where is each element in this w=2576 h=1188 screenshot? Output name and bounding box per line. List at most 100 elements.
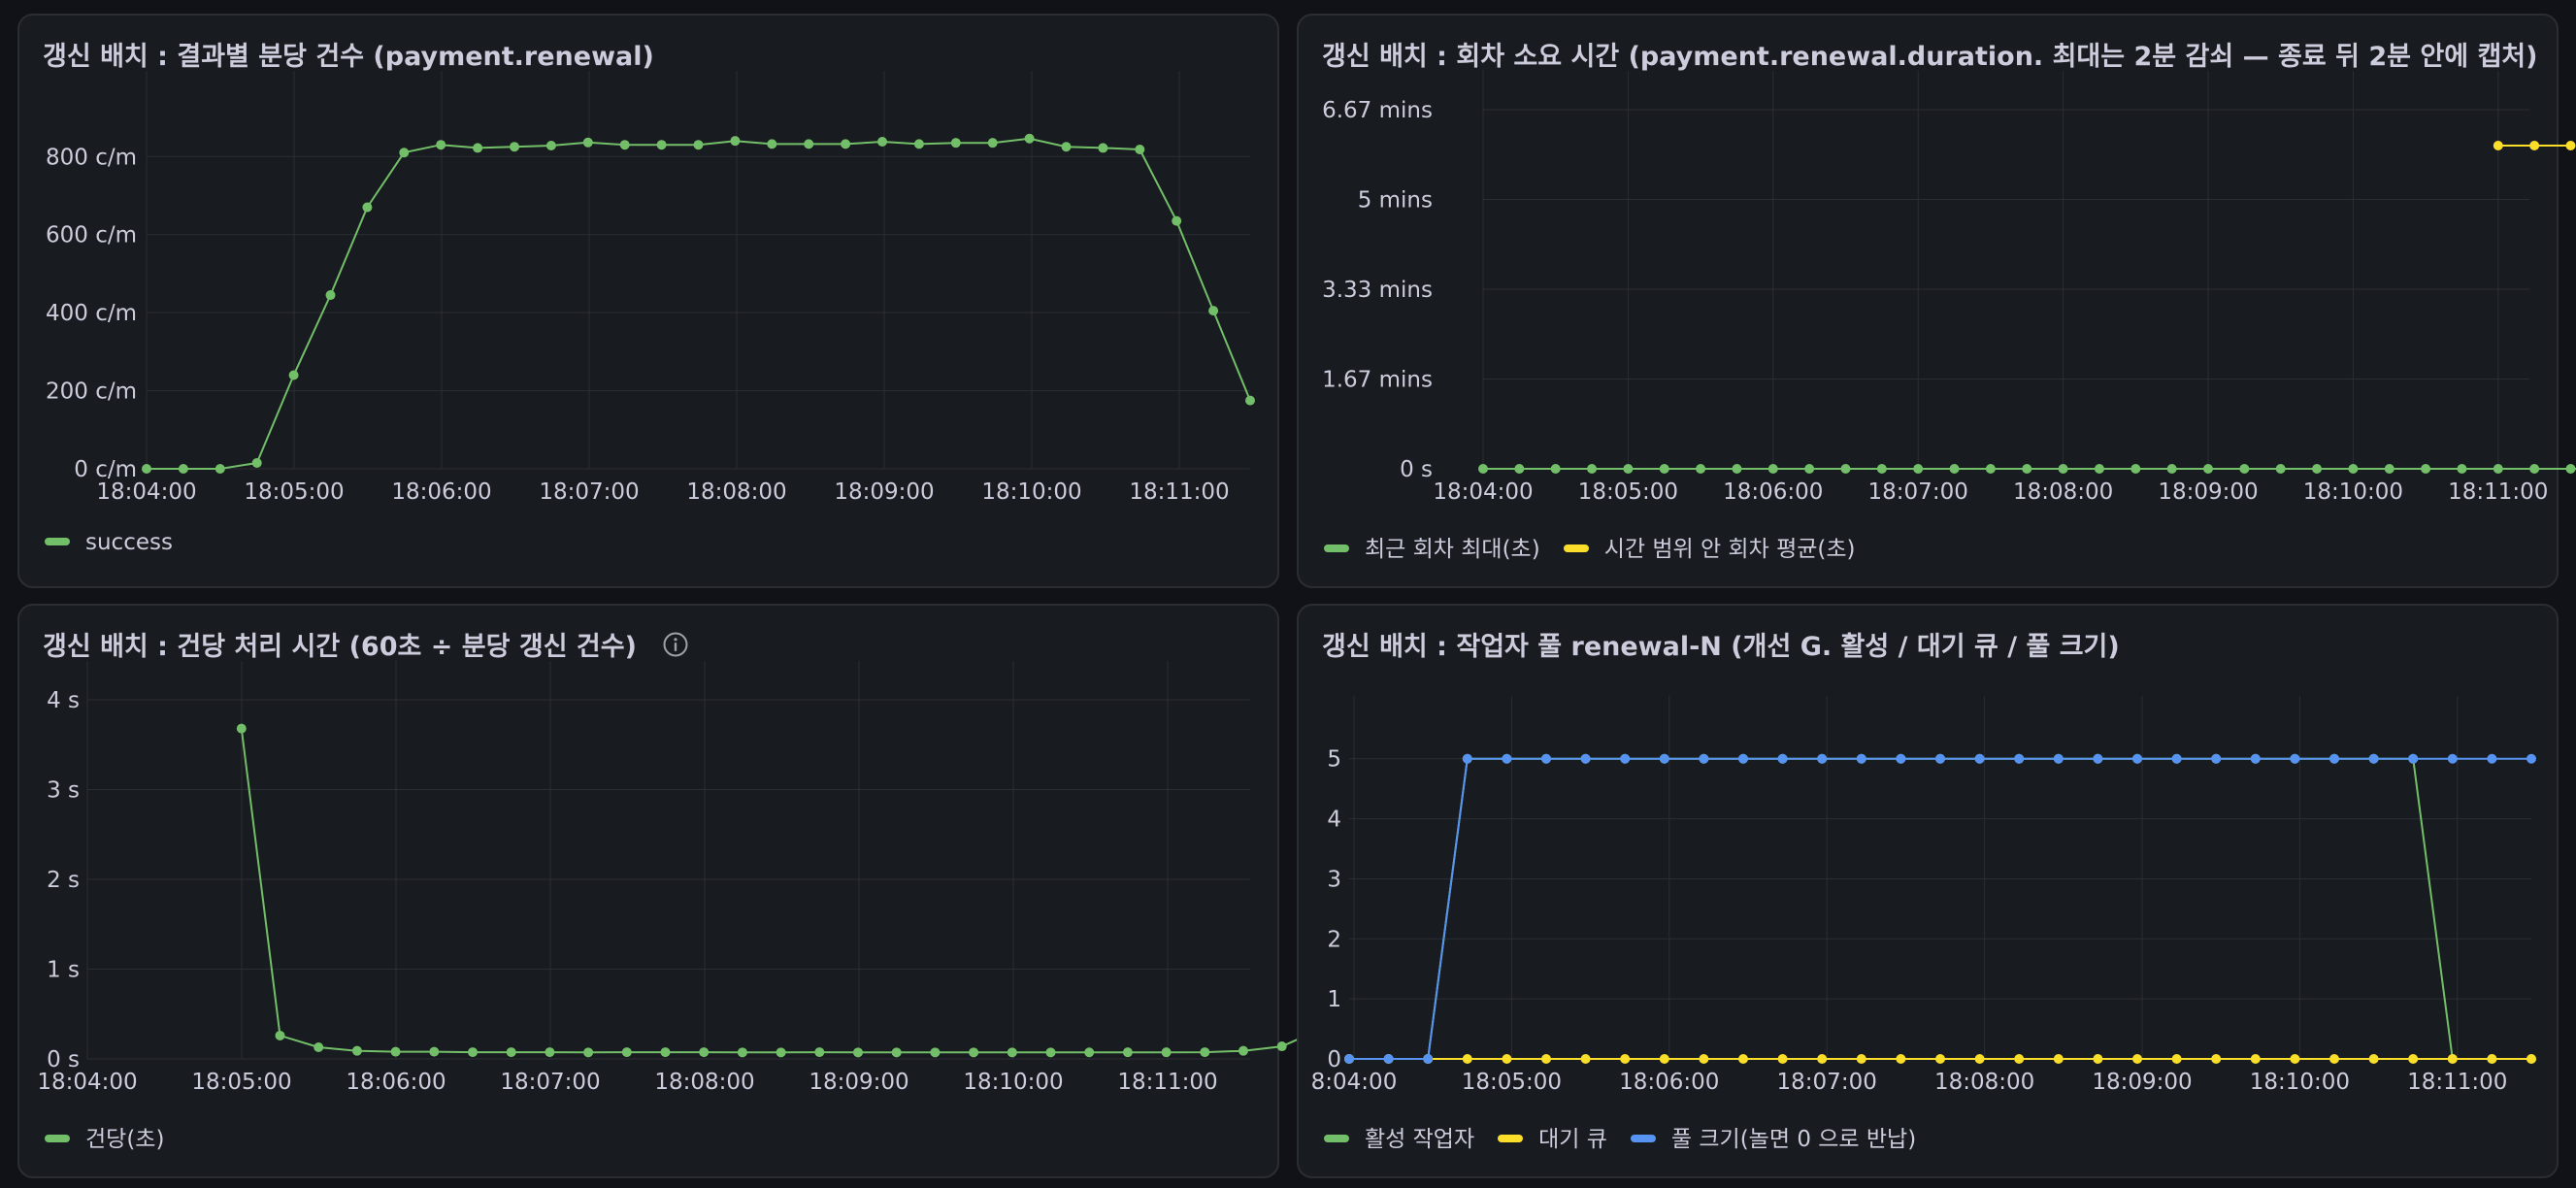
data-point bbox=[436, 140, 446, 150]
data-point bbox=[950, 138, 961, 148]
legend-swatch bbox=[45, 1134, 70, 1142]
x-tick-label: 8:04:00 bbox=[1311, 1070, 1398, 1095]
data-point bbox=[2290, 1054, 2300, 1064]
x-tick-label: 18:08:00 bbox=[2013, 479, 2113, 505]
data-point bbox=[804, 139, 814, 149]
data-point bbox=[2493, 464, 2503, 474]
x-tick-label: 18:05:00 bbox=[244, 479, 344, 505]
data-point bbox=[2014, 1054, 2025, 1064]
legend-item[interactable]: 시간 범위 안 회차 평균(초) bbox=[1563, 530, 1856, 563]
data-point bbox=[2171, 753, 2182, 764]
data-point bbox=[506, 1047, 516, 1058]
panel-renewal-count[interactable]: 0 c/m 200 c/m 400 c/m 600 c/m 800 c/m 18:04:0… bbox=[17, 14, 1279, 588]
panel-per-item-time[interactable]: 0 s 1 s 2 s 3 s 4 s 18:04:00 18:05:00 18:06:00 1… bbox=[17, 604, 1326, 1178]
data-point bbox=[2312, 464, 2323, 474]
data-point bbox=[362, 202, 373, 213]
data-point bbox=[2132, 1054, 2142, 1064]
data-point bbox=[699, 1047, 710, 1058]
data-point bbox=[2368, 1054, 2379, 1064]
y-tick-label: 0 c/m bbox=[74, 457, 137, 482]
data-point bbox=[1587, 464, 1598, 474]
data-point bbox=[1659, 1054, 1669, 1064]
data-point bbox=[1659, 753, 1669, 764]
legend-item[interactable]: 활성 작업자 bbox=[1324, 1120, 1474, 1153]
data-point bbox=[1462, 1054, 1472, 1064]
data-point bbox=[2565, 141, 2576, 150]
y-tick-label: 0 bbox=[1327, 1047, 1341, 1072]
x-tick-label: 18:07:00 bbox=[1868, 479, 1968, 505]
data-point bbox=[473, 143, 483, 153]
panel-title: 갱신 배치 : 건당 처리 시간 (60초 ÷ 분당 갱신 건수) bbox=[43, 625, 689, 665]
y-tick-label: 0 s bbox=[47, 1047, 80, 1072]
data-point bbox=[510, 142, 519, 152]
data-point bbox=[2053, 753, 2064, 764]
x-tick-label: 18:07:00 bbox=[539, 479, 639, 505]
data-point bbox=[2493, 141, 2503, 150]
panel-worker-pool[interactable]: 0 1 2 3 4 5 8:04:00 18:05:00 18:06:00 18:07:00 18:… bbox=[1297, 604, 2559, 1178]
legend: success bbox=[45, 530, 196, 555]
data-point bbox=[1007, 1047, 1017, 1058]
x-tick-label: 18:04:00 bbox=[37, 1070, 137, 1095]
legend-swatch bbox=[1324, 1134, 1349, 1142]
data-point bbox=[288, 370, 299, 380]
data-point bbox=[2447, 1054, 2458, 1064]
y-tick-label: 2 bbox=[1327, 927, 1341, 952]
data-point bbox=[2094, 464, 2104, 474]
data-point bbox=[2290, 753, 2300, 764]
data-point bbox=[2526, 753, 2536, 764]
data-point bbox=[1135, 145, 1145, 155]
data-point bbox=[545, 1047, 555, 1058]
y-tick-label: 4 s bbox=[47, 688, 80, 713]
data-point bbox=[1580, 1054, 1591, 1064]
data-point bbox=[1478, 464, 1488, 474]
data-point bbox=[1876, 464, 1887, 474]
x-tick-label: 18:06:00 bbox=[346, 1070, 446, 1095]
legend-item[interactable]: 대기 큐 bbox=[1498, 1120, 1607, 1153]
y-tick-label: 1.67 mins bbox=[1322, 368, 1433, 393]
x-tick-label: 18:10:00 bbox=[2303, 479, 2403, 505]
data-point bbox=[2348, 464, 2359, 474]
legend: 건당(초) bbox=[45, 1120, 187, 1153]
panel-renewal-duration[interactable]: 0 s 1.67 mins 3.33 mins 5 mins 6.67 mins 18:0… bbox=[1297, 14, 2576, 588]
data-point bbox=[1541, 753, 1551, 764]
y-tick-label: 2 s bbox=[47, 868, 80, 893]
data-point bbox=[2447, 753, 2458, 764]
legend-item[interactable]: 건당(초) bbox=[45, 1120, 164, 1153]
y-tick-label: 5 mins bbox=[1358, 188, 1433, 214]
data-point bbox=[429, 1046, 440, 1057]
data-point bbox=[2171, 1054, 2182, 1064]
data-point bbox=[2250, 753, 2261, 764]
legend-item[interactable]: success bbox=[45, 530, 173, 555]
data-point bbox=[275, 1030, 285, 1040]
data-point bbox=[693, 140, 704, 150]
data-point bbox=[1200, 1047, 1210, 1058]
y-tick-label: 3 s bbox=[47, 778, 80, 804]
legend-item[interactable]: 최근 회차 최대(초) bbox=[1324, 530, 1540, 563]
panel-title: 갱신 배치 : 작업자 풀 renewal-N (개선 G. 활성 / 대기 큐… bbox=[1322, 632, 2120, 662]
data-point bbox=[1514, 464, 1525, 474]
data-point bbox=[1804, 464, 1815, 474]
data-point bbox=[1840, 464, 1851, 474]
data-point bbox=[1985, 464, 1996, 474]
legend-label: 최근 회차 최대(초) bbox=[1365, 537, 1540, 562]
x-tick-label: 18:09:00 bbox=[2092, 1070, 2192, 1095]
data-point bbox=[737, 1047, 747, 1058]
data-point bbox=[930, 1047, 941, 1058]
data-point bbox=[2058, 464, 2068, 474]
data-point bbox=[351, 1045, 362, 1056]
data-point bbox=[1383, 1054, 1394, 1064]
x-tick-label: 18:09:00 bbox=[2158, 479, 2258, 505]
data-point bbox=[1550, 464, 1561, 474]
x-tick-label: 18:05:00 bbox=[191, 1070, 291, 1095]
info-icon[interactable] bbox=[662, 631, 689, 665]
chart-renewal-duration: 0 s 1.67 mins 3.33 mins 5 mins 6.67 mins 18:0… bbox=[1322, 71, 2576, 505]
data-point bbox=[2166, 464, 2177, 474]
legend-swatch bbox=[45, 537, 70, 545]
legend-item[interactable]: 풀 크기(놀면 0 으로 반납) bbox=[1630, 1120, 1916, 1153]
x-tick-label: 18:08:00 bbox=[1934, 1070, 2034, 1095]
x-tick-label: 18:10:00 bbox=[2250, 1070, 2350, 1095]
x-tick-label: 18:05:00 bbox=[1462, 1070, 1562, 1095]
data-point bbox=[1580, 753, 1591, 764]
data-point bbox=[2329, 753, 2339, 764]
legend-swatch bbox=[1563, 544, 1589, 552]
